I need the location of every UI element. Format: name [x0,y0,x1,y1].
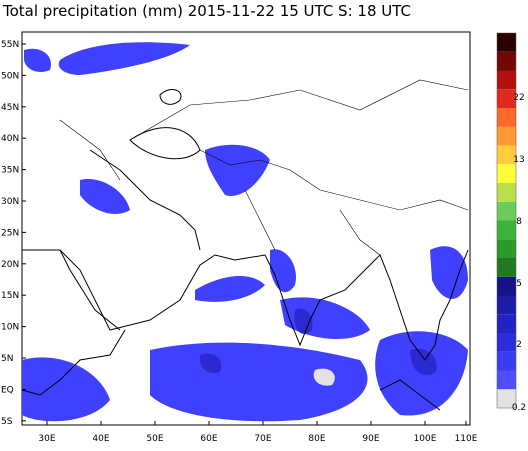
colorbar-swatch [497,295,516,315]
colorbar-label: 8 [516,217,522,227]
lon-label: 60E [200,434,217,444]
map [21,31,471,426]
colorbar-swatch [497,276,516,296]
colorbar-swatch [497,70,516,90]
lon-label: 70E [254,434,271,444]
colorbar-swatch [497,108,516,127]
lat-label: 20N [1,260,19,270]
colorbar-swatch [497,183,516,202]
colorbar-frame [496,32,517,409]
colorbar-label: 13 [513,155,524,165]
lat-label: 55N [1,40,19,50]
lon-label: 40E [92,434,109,444]
colorbar-label: 5 [516,279,522,289]
borders [59,79,469,256]
colorbar-swatch [497,314,516,333]
colorbar-swatch [497,201,516,221]
colorbar: 0.2 2 5 8 13 22 [496,32,526,413]
colorbar-label: 0.2 [512,403,526,413]
lat-label: 25N [1,228,19,238]
lat-label: 40N [1,134,19,144]
colorbar-swatch [497,258,516,277]
colorbar-swatch [497,164,516,183]
lat-label: 15N [1,291,19,301]
lon-labels: 30E 40E 50E 60E 70E 80E 90E 100E 110E [38,421,478,444]
title: Total precipitation (mm) 2015-11-22 15 U… [2,2,411,20]
lon-label: 50E [146,434,163,444]
lat-label: 5S [1,417,13,427]
lat-label: 10N [1,323,19,333]
colorbar-swatch [497,126,516,146]
lon-label: 100E [414,434,437,444]
colorbar-swatch [497,370,516,390]
lon-label: 90E [362,434,379,444]
lat-label: EQ [1,385,14,395]
colorbar-swatch [497,51,516,71]
colorbar-swatch [497,145,516,165]
colorbar-swatch [497,389,516,408]
lat-label: 50N [1,71,19,81]
colorbar-label: 22 [513,93,524,103]
colorbar-label: 2 [516,340,522,350]
colorbar-swatch [497,33,516,52]
coastlines [21,89,469,411]
lon-label: 80E [308,434,325,444]
colorbar-swatch [497,351,516,371]
lon-label: 110E [455,434,478,444]
colorbar-swatch [497,239,516,258]
lat-label: 5N [1,354,13,364]
colorbar-swatch [497,333,516,352]
lat-labels: 55N 50N 45N 40N 35N 30N 25N 20N 15N 10N 5N EQ 5S [1,40,26,427]
colorbar-swatch [497,220,516,240]
lon-label: 30E [38,434,55,444]
precipitation [22,42,468,422]
colorbar-swatch [497,89,516,108]
lat-label: 45N [1,103,19,113]
lat-label: 30N [1,197,19,207]
lat-label: 35N [1,166,19,176]
